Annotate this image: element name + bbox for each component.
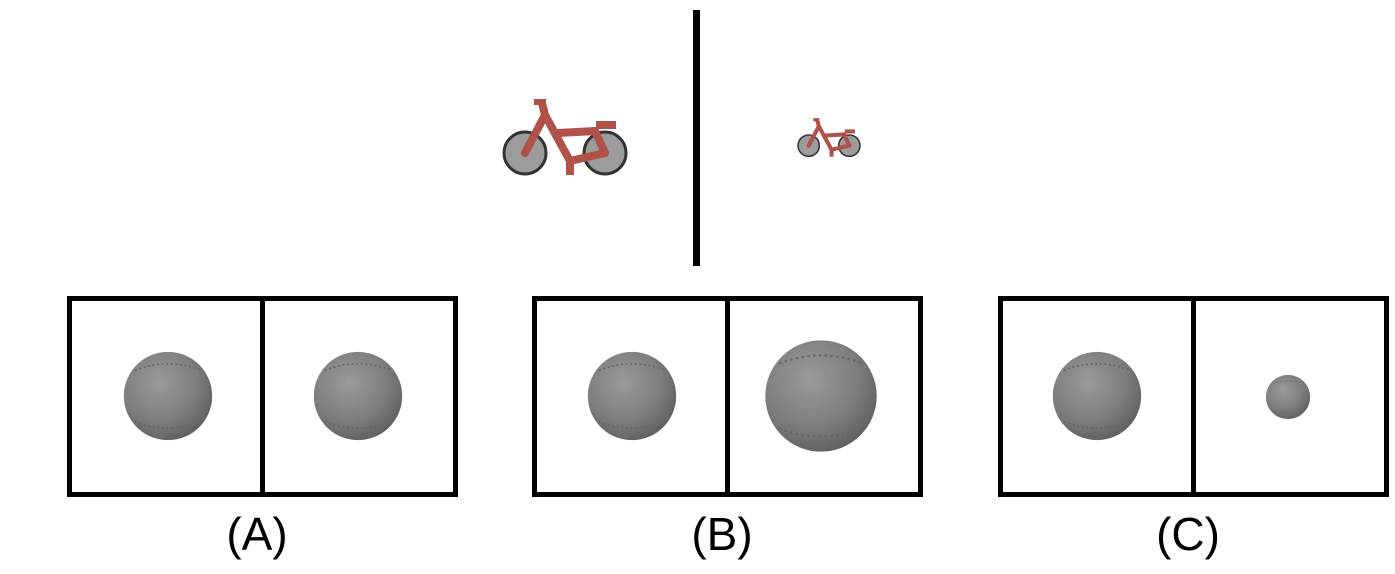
panel-divider xyxy=(1191,301,1196,492)
baseball-icon xyxy=(1265,374,1311,420)
baseball-icon xyxy=(122,350,214,442)
baseball-icon xyxy=(1051,350,1143,442)
bicycle-icon xyxy=(500,95,630,177)
reference-divider xyxy=(693,10,700,266)
option-label-b: (B) xyxy=(691,508,753,560)
option-label-a: (A) xyxy=(226,508,288,560)
bicycle-icon xyxy=(796,116,862,158)
baseball-icon xyxy=(586,350,678,442)
option-panel-a[interactable] xyxy=(67,296,458,497)
option-label-c: (C) xyxy=(1156,508,1220,560)
baseball-icon xyxy=(763,338,879,454)
panel-divider xyxy=(725,301,730,492)
option-panel-c[interactable] xyxy=(998,296,1389,497)
baseball-icon xyxy=(312,350,404,442)
panel-divider xyxy=(260,301,265,492)
option-panel-b[interactable] xyxy=(532,296,923,497)
